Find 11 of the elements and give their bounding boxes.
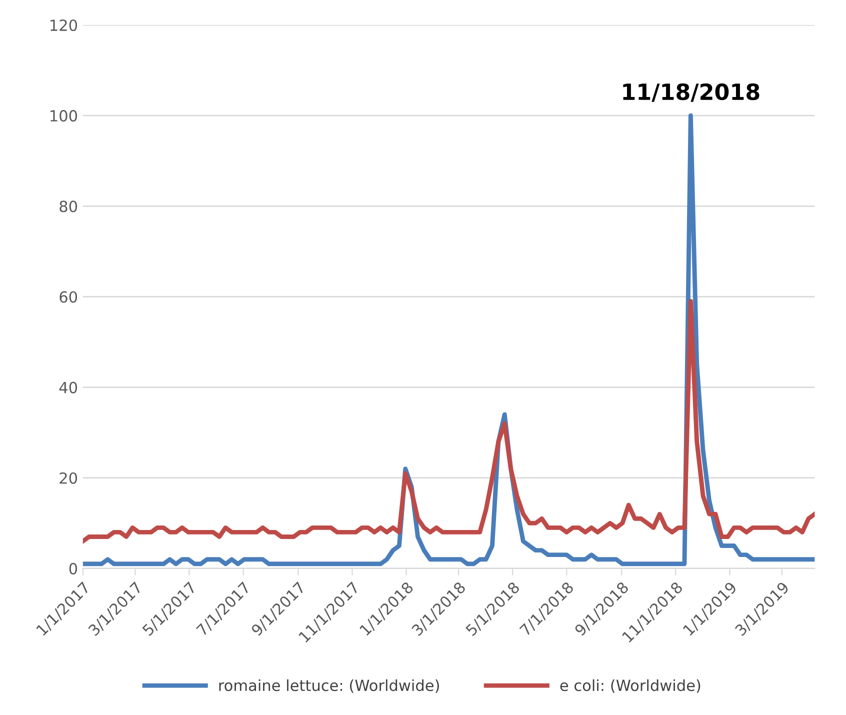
line-series: [82, 299, 815, 544]
y-tick-label: 80: [60, 200, 78, 212]
y-tick-label: 20: [60, 472, 78, 484]
annotation: 11/18/2018: [623, 83, 760, 102]
y-tick-label: 100: [50, 110, 78, 122]
y-tick-label: 120: [50, 19, 78, 32]
legend-label: e coli: (Worldwide): [560, 679, 700, 693]
y-tick-label: 40: [59, 382, 78, 394]
legend-label: romaine lettuce: (Worldwide): [219, 679, 439, 693]
y-tick-label: 60: [60, 291, 78, 303]
y-tick-label: 0: [69, 562, 78, 574]
